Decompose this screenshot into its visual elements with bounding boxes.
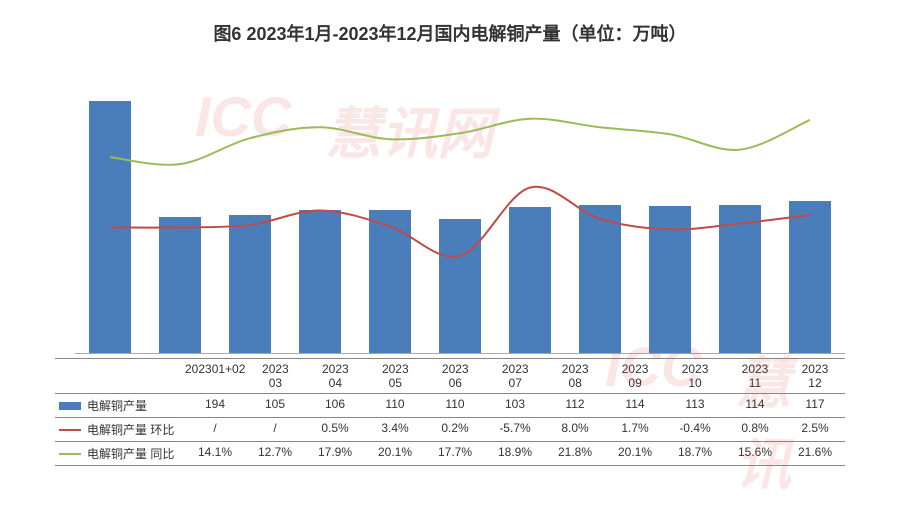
data-cell: 113	[665, 394, 725, 417]
xaxis-label: 202308	[545, 359, 605, 393]
bar-slot	[495, 54, 565, 353]
data-cell: 112	[545, 394, 605, 417]
bar-slot	[565, 54, 635, 353]
bar	[719, 205, 761, 353]
bar-slot	[775, 54, 845, 353]
bar	[159, 217, 201, 353]
data-table: 202301+022023032023042023052023062023072…	[55, 358, 845, 466]
bar-slot	[425, 54, 495, 353]
data-cell: 117	[785, 394, 845, 417]
xaxis-label: 202310	[665, 359, 725, 393]
data-cell: 110	[365, 394, 425, 417]
data-cell: 114	[605, 394, 665, 417]
series-row-mom: 电解铜产量 环比 //0.5%3.4%0.2%-5.7%8.0%1.7%-0.4…	[55, 417, 845, 441]
xaxis-label: 202311	[725, 359, 785, 393]
xaxis-label: 202306	[425, 359, 485, 393]
xaxis-label: 202304	[305, 359, 365, 393]
data-cell: -5.7%	[485, 418, 545, 441]
data-cell: 20.1%	[605, 442, 665, 465]
data-cell: 18.9%	[485, 442, 545, 465]
xaxis-label: 202305	[365, 359, 425, 393]
bar-slot	[635, 54, 705, 353]
data-cell: 114	[725, 394, 785, 417]
data-cell: /	[185, 418, 245, 441]
bar-slot	[705, 54, 775, 353]
bar	[579, 205, 621, 353]
data-cell: 103	[485, 394, 545, 417]
bar	[369, 210, 411, 353]
bar-slot	[145, 54, 215, 353]
data-cell: 14.1%	[185, 442, 245, 465]
data-cell: 12.7%	[245, 442, 305, 465]
bars-layer	[75, 54, 845, 353]
bar	[89, 101, 131, 353]
chart-title: 图6 2023年1月-2023年12月国内电解铜产量（单位：万吨）	[40, 20, 860, 46]
xaxis-row: 202301+022023032023042023052023062023072…	[55, 358, 845, 393]
data-cell: 21.6%	[785, 442, 845, 465]
data-cell: 17.9%	[305, 442, 365, 465]
data-cell: 0.8%	[725, 418, 785, 441]
chart-container: ICC慧讯网ICC慧讯 202301+022023032023042023052…	[55, 54, 845, 466]
data-cell: 3.4%	[365, 418, 425, 441]
bar-slot	[355, 54, 425, 353]
xaxis-label: 202303	[245, 359, 305, 393]
data-cell: 20.1%	[365, 442, 425, 465]
data-cell: 194	[185, 394, 245, 417]
data-cell: 106	[305, 394, 365, 417]
data-cell: 105	[245, 394, 305, 417]
data-cell: 0.2%	[425, 418, 485, 441]
data-cell: 18.7%	[665, 442, 725, 465]
bar	[789, 201, 831, 353]
bar	[649, 206, 691, 353]
bar-slot	[75, 54, 145, 353]
plot-area: ICC慧讯网ICC慧讯	[75, 54, 845, 354]
bar	[439, 219, 481, 353]
series-row-yoy: 电解铜产量 同比 14.1%12.7%17.9%20.1%17.7%18.9%2…	[55, 441, 845, 466]
data-cell: 21.8%	[545, 442, 605, 465]
data-cell: /	[245, 418, 305, 441]
bar	[509, 207, 551, 353]
data-cell: 15.6%	[725, 442, 785, 465]
bar-slot	[215, 54, 285, 353]
data-cell: 17.7%	[425, 442, 485, 465]
data-cell: 1.7%	[605, 418, 665, 441]
xaxis-label: 202312	[785, 359, 845, 393]
xaxis-label: 202309	[605, 359, 665, 393]
data-cell: 8.0%	[545, 418, 605, 441]
xaxis-label: 202307	[485, 359, 545, 393]
data-cell: -0.4%	[665, 418, 725, 441]
data-cell: 110	[425, 394, 485, 417]
data-cell: 2.5%	[785, 418, 845, 441]
bar-slot	[285, 54, 355, 353]
series-row-bar: 电解铜产量 194105106110110103112114113114117	[55, 393, 845, 417]
bar	[299, 210, 341, 353]
xaxis-label: 202301+02	[185, 359, 245, 393]
data-cell: 0.5%	[305, 418, 365, 441]
bar	[229, 215, 271, 353]
